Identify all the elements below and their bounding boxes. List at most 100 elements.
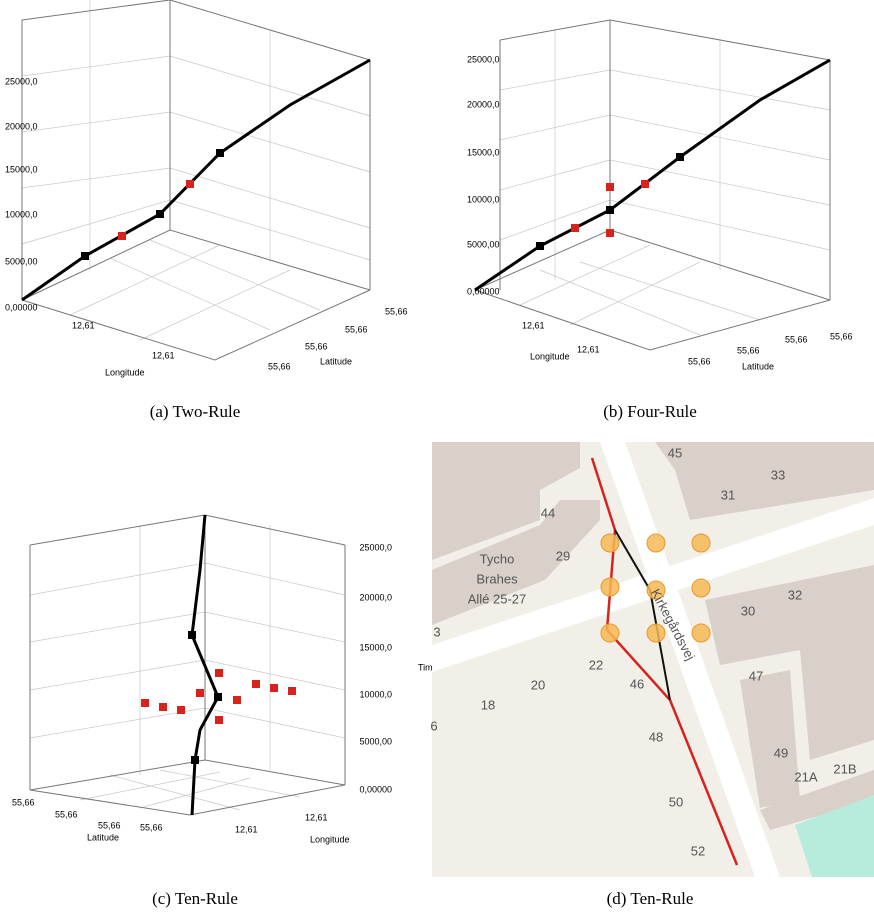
plot-line: [22, 0, 370, 60]
y-axis-label: Latitude: [320, 356, 352, 366]
plot-line: [500, 20, 830, 60]
z-tick-label: 15000,0: [5, 164, 38, 174]
marker: [215, 716, 223, 724]
y-axis-label: Latitude: [87, 832, 119, 842]
plot-line: [540, 270, 700, 335]
place-label: Allé 25-27: [468, 591, 527, 606]
map-label: 6: [430, 718, 437, 733]
map-label: 32: [788, 587, 802, 602]
z-tick-label: 25000,0: [359, 542, 392, 552]
plot-line: [110, 258, 270, 330]
marker: [288, 687, 296, 695]
z-tick-label: 0,00000: [467, 286, 500, 296]
marker: [196, 689, 204, 697]
marker: [188, 631, 196, 639]
z-tick-label: 5000,00: [5, 256, 38, 266]
z-tick-label: 25000,0: [5, 76, 38, 86]
x-tick-label: 12,61: [72, 320, 95, 330]
figure: 0,00000 5000,00 10000,0 15000,0 20000,0 25000…: [0, 0, 874, 915]
z-tick-label: 15000,0: [359, 642, 392, 652]
x-tick-label: 12,61: [577, 344, 600, 354]
marker: [606, 183, 614, 191]
plot-line: [475, 230, 830, 300]
map-label: 29: [556, 548, 570, 563]
plot-line: [150, 240, 320, 310]
z-tick-label: 20000,0: [467, 99, 500, 109]
plot-line: [110, 775, 240, 810]
map-label: 52: [691, 843, 705, 858]
marker: [641, 180, 649, 188]
z-tick-label: 20000,0: [359, 592, 392, 602]
map-label: 31: [721, 487, 735, 502]
y-tick-label: 55,66: [55, 809, 78, 819]
plot-line: [22, 56, 370, 116]
marker: [141, 699, 149, 707]
marker: [118, 232, 126, 240]
x-tick-label: 12,61: [305, 812, 328, 822]
plot-line: [22, 60, 370, 300]
map-label: 21A: [794, 769, 817, 784]
marker: [81, 252, 89, 260]
marker: [233, 696, 241, 704]
marker: [270, 684, 278, 692]
marker: [571, 224, 579, 232]
marker: [606, 206, 614, 214]
y-tick-label: 55,66: [12, 797, 35, 807]
z-tick-label: 5000,00: [359, 736, 392, 746]
caption: (d) Ten-Rule: [607, 889, 694, 908]
map-label: 21B: [833, 761, 856, 776]
caption: (a) Two-Rule: [150, 402, 241, 421]
z-tick-label: 0,00000: [359, 784, 392, 794]
y-axis-label: Latitude: [742, 361, 774, 371]
y-tick-label: 55,66: [305, 341, 328, 351]
map: [432, 442, 874, 877]
plot-line: [580, 262, 760, 320]
marker: [606, 229, 614, 237]
plot-line: [30, 515, 345, 545]
plot-line: [500, 115, 830, 160]
map-label: 22: [589, 657, 603, 672]
map-label: 46: [630, 676, 644, 691]
z-axis-label: Tim: [418, 662, 433, 672]
y-tick-label: 55,66: [268, 361, 291, 371]
y-tick-label: 55,66: [98, 820, 121, 830]
marker: [159, 703, 167, 711]
plot-line: [70, 245, 220, 315]
map-label: 20: [531, 677, 545, 692]
caption: (c) Ten-Rule: [152, 889, 238, 908]
plot-line: [22, 200, 370, 260]
marker: [215, 669, 223, 677]
place-label: Brahes: [476, 571, 518, 586]
z-tick-label: 10000,0: [467, 194, 500, 204]
plot-line: [475, 60, 830, 290]
marker: [252, 680, 260, 688]
z-tick-label: 25000,0: [467, 54, 500, 64]
marker: [177, 706, 185, 714]
z-tick-label: 0,00000: [5, 302, 38, 312]
marker: [676, 153, 684, 161]
z-tick-label: 5000,00: [467, 239, 500, 249]
x-axis-label: Longitude: [105, 367, 145, 377]
y-tick-label: 55,66: [140, 822, 163, 832]
x-axis-label: Longitude: [310, 834, 350, 844]
y-tick-label: 55,66: [688, 356, 711, 366]
z-tick-label: 10000,0: [359, 689, 392, 699]
plot-line: [30, 612, 345, 642]
map-label: 49: [774, 745, 788, 760]
y-tick-label: 55,66: [830, 331, 853, 341]
plot-line: [30, 563, 345, 595]
marker: [191, 756, 199, 764]
marker: [186, 180, 194, 188]
map-label: 3: [433, 624, 440, 639]
plot-line: [570, 262, 700, 325]
map-label: 48: [649, 729, 663, 744]
x-axis-label: Longitude: [530, 351, 570, 361]
y-tick-label: 55,66: [737, 345, 760, 355]
z-tick-label: 20000,0: [5, 121, 38, 131]
place-label: Tycho: [480, 551, 515, 566]
map-label: 47: [749, 668, 763, 683]
marker: [214, 693, 222, 701]
marker: [216, 149, 224, 157]
plot-line: [160, 770, 300, 797]
caption: (b) Four-Rule: [603, 402, 697, 421]
